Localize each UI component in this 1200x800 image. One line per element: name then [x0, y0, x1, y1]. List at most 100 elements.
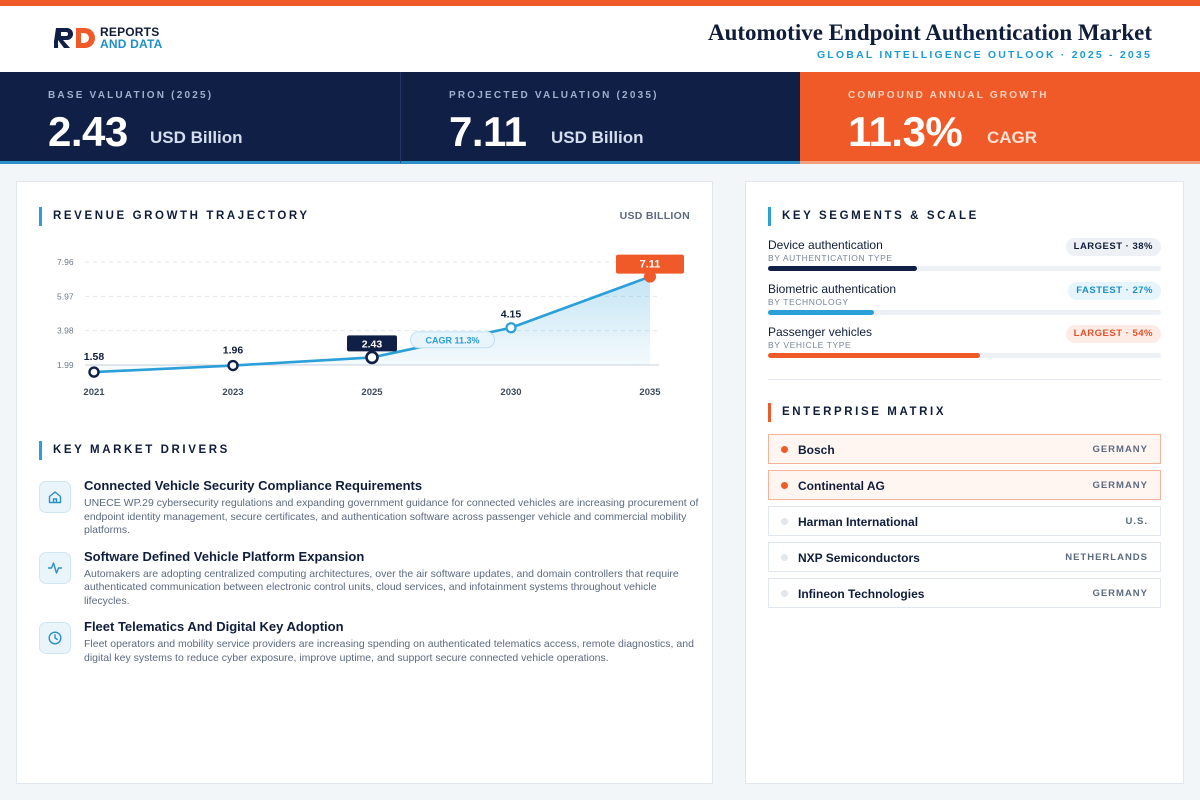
company-name: NXP Semiconductors: [798, 551, 920, 565]
company-row[interactable]: NXP Semiconductors NETHERLANDS: [768, 542, 1161, 572]
company-name: Infineon Technologies: [798, 587, 925, 601]
x-tick-label: 2021: [83, 387, 105, 398]
segments-list: Device authentication BY AUTHENTICATION …: [768, 238, 1161, 369]
y-tick-label: 7.96: [57, 257, 74, 267]
kpi-cagr: COMPOUND ANNUAL GROWTH 11.3% CAGR: [800, 72, 1200, 164]
activity-icon: [39, 551, 71, 584]
top-accent-bar: [0, 0, 1200, 6]
segment-bar-fill: [768, 309, 875, 315]
company-country: U.S.: [1125, 516, 1148, 527]
status-dot-icon: [781, 518, 788, 525]
company-row[interactable]: Infineon Technologies GERMANY: [768, 578, 1161, 608]
kpi-unit: CAGR: [987, 128, 1038, 147]
driver-item: Fleet Telematics And Digital Key Adoptio…: [39, 619, 699, 665]
data-label: 2.43: [362, 338, 383, 350]
trajectory-title: REVENUE GROWTH TRAJECTORY: [39, 207, 310, 226]
kpi-label: PROJECTED VALUATION (2035): [449, 90, 659, 101]
segment-badge: FASTEST · 27%: [1068, 281, 1161, 300]
segment-item: Biometric authentication BY TECHNOLOGY F…: [768, 281, 1161, 326]
section-divider: [768, 379, 1161, 380]
status-dot-icon: [781, 554, 788, 561]
y-tick-label: 5.97: [57, 291, 74, 301]
logo-line-1: REPORTS: [100, 25, 160, 39]
cagr-annotation-label: CAGR 11.3%: [425, 335, 479, 345]
page-subtitle: GLOBAL INTELLIGENCE OUTLOOK · 2025 - 203…: [816, 49, 1152, 61]
segment-item: Device authentication BY AUTHENTICATION …: [768, 238, 1161, 282]
company-row[interactable]: Continental AG GERMANY: [768, 470, 1161, 500]
data-point: [227, 359, 239, 372]
left-card: REVENUE GROWTH TRAJECTORY USD BILLION 7.…: [16, 181, 713, 784]
revenue-chart: 7.96 5.97 3.98 1.99 CAGR 11.3% 1.58 2021 1.96 20…: [57, 254, 684, 398]
logo-line-2: AND DATA: [100, 37, 163, 51]
page-title: Automotive Endpoint Authentication Marke…: [707, 20, 1152, 45]
x-tick-label: 2035: [639, 387, 661, 398]
driver-title: Fleet Telematics And Digital Key Adoptio…: [84, 619, 344, 634]
kpi-label: BASE VALUATION (2025): [48, 90, 214, 101]
logo: REPORTS AND DATA: [54, 26, 162, 50]
data-point: [644, 270, 656, 283]
kpi-label: COMPOUND ANNUAL GROWTH: [848, 90, 1049, 101]
segment-badge: LARGEST · 54%: [1065, 325, 1161, 343]
data-label-box: [616, 254, 684, 274]
company-name: Bosch: [798, 443, 835, 457]
data-point: [88, 366, 100, 378]
data-label-box: [347, 335, 397, 352]
company-country: NETHERLANDS: [1065, 552, 1148, 563]
header: REPORTS AND DATA Automotive Endpoint Aut…: [0, 6, 1200, 72]
segment-bar-fill: [768, 353, 981, 358]
driver-title: Software Defined Vehicle Platform Expans…: [84, 548, 365, 564]
segment-bar-track: [768, 309, 1161, 315]
data-label: 7.11: [640, 259, 661, 271]
kpi-unit: USD Billion: [150, 128, 243, 147]
status-dot-icon: [781, 482, 788, 489]
segment-category: BY VEHICLE TYPE: [768, 340, 852, 350]
segments-title: KEY SEGMENTS & SCALE: [768, 207, 979, 226]
segment-bar-track: [768, 266, 1161, 271]
matrix-title: ENTERPRISE MATRIX: [768, 403, 946, 422]
segment-name: Device authentication: [768, 238, 883, 252]
y-tick-label: 1.99: [57, 360, 74, 370]
driver-title: Connected Vehicle Security Compliance Re…: [84, 478, 423, 493]
x-tick-label: 2030: [500, 387, 521, 398]
segment-badge: LARGEST · 38%: [1065, 238, 1161, 256]
segment-name: Biometric authentication: [768, 281, 897, 296]
company-row[interactable]: Bosch GERMANY: [768, 434, 1161, 464]
status-dot-icon: [781, 446, 788, 453]
trajectory-unit: USD BILLION: [619, 210, 690, 222]
data-label: 4.15: [501, 309, 522, 321]
driver-desc: Automakers are adopting centralized comp…: [84, 567, 679, 607]
company-country: GERMANY: [1092, 588, 1148, 599]
drivers-section: KEY MARKET DRIVERS Connected Vehicle Sec…: [39, 441, 699, 676]
data-label: 1.58: [84, 351, 105, 363]
segment-item: Passenger vehicles BY VEHICLE TYPE LARGE…: [768, 325, 1161, 369]
company-name: Harman International: [798, 515, 919, 529]
y-tick-label: 3.98: [57, 326, 74, 336]
data-point: [365, 350, 379, 365]
kpi-base-valuation: BASE VALUATION (2025) 2.43 USD Billion: [0, 72, 400, 164]
area-fill: [94, 276, 650, 373]
data-label: 1.96: [223, 345, 244, 357]
rd-logo-mark-icon: [54, 28, 95, 48]
segment-bar-fill: [768, 266, 918, 271]
company-country: GERMANY: [1092, 480, 1148, 491]
x-tick-label: 2025: [361, 387, 383, 398]
clock-icon: [39, 622, 71, 654]
kpi-value: 11.3%: [848, 108, 963, 155]
x-tick-label: 2023: [222, 387, 243, 398]
kpi-strip: BASE VALUATION (2025) 2.43 USD Billion P…: [0, 72, 1200, 164]
logo-wordmark: REPORTS AND DATA: [100, 26, 162, 50]
drivers-title: KEY MARKET DRIVERS: [39, 441, 699, 460]
right-card: KEY SEGMENTS & SCALE Device authenticati…: [745, 181, 1184, 784]
kpi-value: 2.43: [48, 108, 128, 155]
driver-item: Software Defined Vehicle Platform Expans…: [39, 549, 699, 609]
data-point: [505, 322, 517, 334]
enterprise-matrix: Bosch GERMANY Continental AG GERMANY Har…: [768, 434, 1161, 614]
cagr-annotation-pill: [410, 331, 495, 349]
driver-desc: Fleet operators and mobility service pro…: [84, 638, 694, 664]
status-dot-icon: [781, 590, 788, 597]
home-icon: [39, 481, 71, 513]
company-row[interactable]: Harman International U.S.: [768, 506, 1161, 536]
driver-item: Connected Vehicle Security Compliance Re…: [39, 478, 699, 538]
segment-category: BY TECHNOLOGY: [768, 296, 849, 307]
company-country: GERMANY: [1092, 444, 1148, 455]
